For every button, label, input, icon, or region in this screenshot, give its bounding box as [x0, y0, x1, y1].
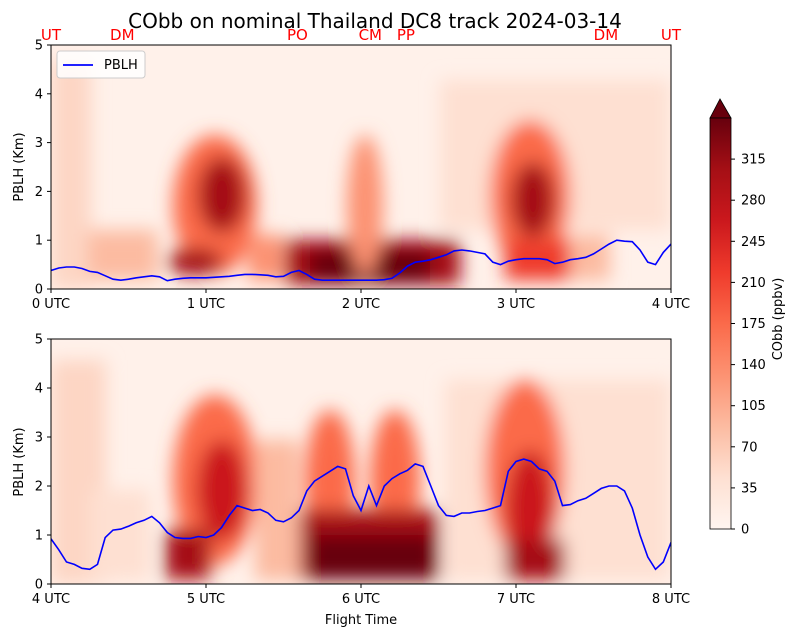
site-label: UT [41, 26, 62, 44]
top-xtick-label: 0 UTC [32, 297, 70, 312]
chart-title: CObb on nominal Thailand DC8 track 2024-… [128, 9, 622, 33]
site-label: DM [594, 26, 619, 44]
top-heatmap [51, 45, 671, 289]
colorbar-gradient [709, 117, 732, 530]
top-ytick-label: 1 [35, 234, 43, 249]
bottom-xtick-label: 8 UTC [652, 592, 690, 607]
colorbar: 0 35 70 105 140 175 210 245 280 315 CObb (ppbv) [709, 98, 786, 538]
top-ytick-label: 0 [35, 283, 43, 298]
colorbar-tick-label: 280 [741, 194, 766, 209]
colorbar-ticks: 0 35 70 105 140 175 210 245 280 315 [731, 153, 766, 538]
x-axis-label: Flight Time [325, 613, 397, 628]
top-ytick-label: 5 [35, 39, 43, 54]
legend-label-pblh: PBLH [104, 58, 138, 73]
top-ytick-label: 2 [35, 185, 43, 200]
bottom-ytick-label: 3 [35, 431, 43, 446]
colorbar-tick-label: 315 [741, 153, 766, 168]
bottom-ytick-label: 1 [35, 529, 43, 544]
site-label: PP [397, 26, 415, 44]
bottom-y-axis-label: PBLH (Km) [12, 427, 27, 496]
colorbar-tick-label: 245 [741, 235, 766, 250]
bottom-ytick-label: 5 [35, 333, 43, 348]
top-xtick-label: 2 UTC [342, 297, 380, 312]
bottom-ytick-label: 0 [35, 578, 43, 593]
top-y-axis-label: PBLH (Km) [12, 132, 27, 201]
top-x-ticks: 0 UTC 1 UTC 2 UTC 3 UTC 4 UTC [32, 289, 690, 312]
bottom-xtick-label: 6 UTC [342, 592, 380, 607]
top-xtick-label: 1 UTC [187, 297, 225, 312]
top-ytick-label: 3 [35, 136, 43, 151]
bottom-y-ticks: 0 1 2 3 4 5 [35, 333, 51, 593]
bottom-ytick-label: 4 [35, 382, 43, 397]
colorbar-tick-label: 140 [741, 358, 766, 373]
colorbar-tick-label: 175 [741, 317, 766, 332]
site-label: PO [287, 26, 308, 44]
colorbar-tick-label: 105 [741, 399, 766, 414]
colorbar-tick-label: 210 [741, 276, 766, 291]
top-xtick-label: 3 UTC [497, 297, 535, 312]
bottom-panel: 0 1 2 3 4 5 4 UTC 5 UTC 6 UTC 7 UTC 8 UTC PBLH (K… [12, 333, 690, 629]
bottom-heatmap [51, 339, 671, 584]
legend: PBLH [56, 50, 146, 79]
site-label: UT [661, 26, 682, 44]
colorbar-label: CObb (ppbv) [771, 278, 786, 361]
colorbar-tick-label: 0 [741, 523, 749, 538]
bottom-xtick-label: 7 UTC [497, 592, 535, 607]
colorbar-tick-label: 70 [741, 440, 758, 455]
top-ytick-label: 4 [35, 87, 43, 102]
top-panel: 0 1 2 3 4 5 0 UTC 1 UTC 2 UTC 3 UTC 4 UTC UT DM PO C… [12, 26, 690, 312]
bottom-x-ticks: 4 UTC 5 UTC 6 UTC 7 UTC 8 UTC [32, 584, 690, 607]
bottom-ytick-label: 2 [35, 480, 43, 495]
top-xtick-label: 4 UTC [652, 297, 690, 312]
colorbar-tick-label: 35 [741, 481, 758, 496]
pblh-line-bottom [51, 458, 671, 571]
site-label: DM [110, 26, 135, 44]
bottom-xtick-label: 5 UTC [187, 592, 225, 607]
site-labels: UT DM PO CM PP DM UT [41, 26, 682, 44]
site-label: CM [359, 26, 382, 44]
bottom-xtick-label: 4 UTC [32, 592, 70, 607]
top-y-ticks: 0 1 2 3 4 5 [35, 39, 51, 298]
colorbar-extend-arrow [709, 98, 732, 119]
pblh-line-top [51, 239, 671, 282]
